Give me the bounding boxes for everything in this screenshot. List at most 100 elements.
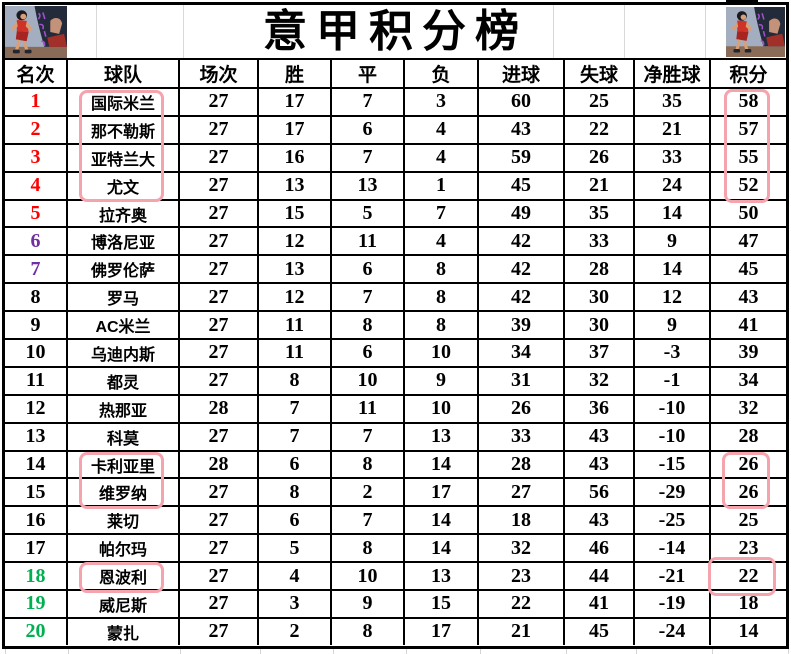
cell-gf: 45 [477, 170, 565, 201]
cell-ga: 33 [563, 226, 635, 257]
cell-gf: 42 [477, 254, 565, 285]
cell-rank: 12 [5, 393, 68, 424]
table-row: 11 都灵 27 8 10 9 31 32 -1 34 [5, 365, 786, 396]
cell-gf: 18 [477, 505, 565, 536]
table-row: 19 威尼斯 27 3 9 15 22 41 -19 18 [5, 589, 786, 619]
cell-loss: 17 [403, 616, 479, 645]
cell-played: 27 [178, 505, 259, 536]
cell-played: 27 [178, 533, 259, 564]
cell-played: 27 [178, 254, 259, 285]
cell-draw: 6 [330, 114, 405, 145]
cell-team: 佛罗伦萨 [66, 254, 180, 285]
cell-gf: 23 [477, 561, 565, 592]
cell-ga: 56 [563, 477, 635, 508]
cell-played: 27 [178, 170, 259, 201]
cell-gd: -29 [633, 477, 711, 508]
cell-win: 17 [257, 114, 332, 145]
faint-gridline [183, 5, 184, 58]
cell-team: 蒙扎 [66, 616, 180, 645]
table-row: 14 卡利亚里 28 6 8 14 28 43 -15 26 [5, 449, 786, 480]
cell-team: 卡利亚里 [66, 449, 180, 480]
cell-win: 13 [257, 254, 332, 285]
cell-played: 27 [178, 421, 259, 452]
cell-team: 那不勒斯 [66, 114, 180, 145]
cell-rank: 9 [5, 310, 68, 341]
cell-draw: 13 [330, 170, 405, 201]
cell-draw: 11 [330, 393, 405, 424]
cell-win: 8 [257, 477, 332, 508]
col-header-goals-for: 进球 [477, 60, 565, 89]
table-row: 17 帕尔玛 27 5 8 14 32 46 -14 23 [5, 533, 786, 564]
cell-loss: 8 [403, 282, 479, 313]
cell-gd: 9 [633, 310, 711, 341]
cell-win: 4 [257, 561, 332, 592]
cell-team: 乌迪内斯 [66, 338, 180, 368]
cell-rank: 3 [5, 142, 68, 173]
title-band: 意甲积分榜 [5, 5, 786, 60]
slam-dunk-artwork-right [726, 7, 785, 57]
cell-pts: 50 [709, 198, 786, 229]
cell-gd: -24 [633, 616, 711, 645]
cell-win: 12 [257, 282, 332, 313]
cell-draw: 8 [330, 310, 405, 341]
header-row: 名次 球队 场次 胜 平 负 进球 失球 净胜球 积分 [5, 60, 786, 89]
cell-ga: 35 [563, 198, 635, 229]
cell-gf: 28 [477, 449, 565, 480]
cell-played: 27 [178, 561, 259, 592]
cell-rank: 10 [5, 338, 68, 368]
cell-pts: 58 [709, 87, 786, 117]
cell-win: 5 [257, 533, 332, 564]
cell-pts: 22 [709, 561, 786, 592]
cell-rank: 1 [5, 87, 68, 117]
cell-team: 帕尔玛 [66, 533, 180, 564]
cell-draw: 7 [330, 421, 405, 452]
cell-gd: -10 [633, 421, 711, 452]
cell-gd: 33 [633, 142, 711, 173]
cell-gf: 33 [477, 421, 565, 452]
cell-loss: 8 [403, 310, 479, 341]
cell-draw: 7 [330, 505, 405, 536]
cell-pts: 25 [709, 505, 786, 536]
cell-rank: 5 [5, 198, 68, 229]
cell-draw: 7 [330, 142, 405, 173]
cell-gd: -1 [633, 365, 711, 396]
cell-team: 尤文 [66, 170, 180, 201]
cell-played: 28 [178, 449, 259, 480]
cell-gf: 31 [477, 365, 565, 396]
cell-gf: 22 [477, 589, 565, 619]
cell-gf: 42 [477, 226, 565, 257]
cell-rank: 19 [5, 589, 68, 619]
table-row: 8 罗马 27 12 7 8 42 30 12 43 [5, 282, 786, 313]
cell-pts: 18 [709, 589, 786, 619]
cell-gf: 59 [477, 142, 565, 173]
table-row: 5 拉齐奥 27 15 5 7 49 35 14 50 [5, 198, 786, 229]
cell-team: 莱切 [66, 505, 180, 536]
cell-rank: 14 [5, 449, 68, 480]
cell-gd: 9 [633, 226, 711, 257]
cell-loss: 14 [403, 505, 479, 536]
col-header-played: 场次 [178, 60, 259, 89]
cell-win: 7 [257, 393, 332, 424]
cell-win: 6 [257, 505, 332, 536]
cell-gf: 39 [477, 310, 565, 341]
table-row: 20 蒙扎 27 2 8 17 21 45 -24 14 [5, 616, 786, 645]
cell-played: 27 [178, 142, 259, 173]
cell-draw: 6 [330, 338, 405, 368]
cell-loss: 9 [403, 365, 479, 396]
table-row: 15 维罗纳 27 8 2 17 27 56 -29 26 [5, 477, 786, 508]
cell-rank: 15 [5, 477, 68, 508]
cell-rank: 8 [5, 282, 68, 313]
cell-gf: 26 [477, 393, 565, 424]
table-row: 9 AC米兰 27 11 8 8 39 30 9 41 [5, 310, 786, 341]
cell-win: 8 [257, 365, 332, 396]
cell-pts: 41 [709, 310, 786, 341]
cell-played: 27 [178, 114, 259, 145]
cell-rank: 6 [5, 226, 68, 257]
cell-team: 国际米兰 [66, 87, 180, 117]
cell-pts: 39 [709, 338, 786, 368]
cell-played: 27 [178, 589, 259, 619]
cell-team: 拉齐奥 [66, 198, 180, 229]
cell-loss: 14 [403, 449, 479, 480]
